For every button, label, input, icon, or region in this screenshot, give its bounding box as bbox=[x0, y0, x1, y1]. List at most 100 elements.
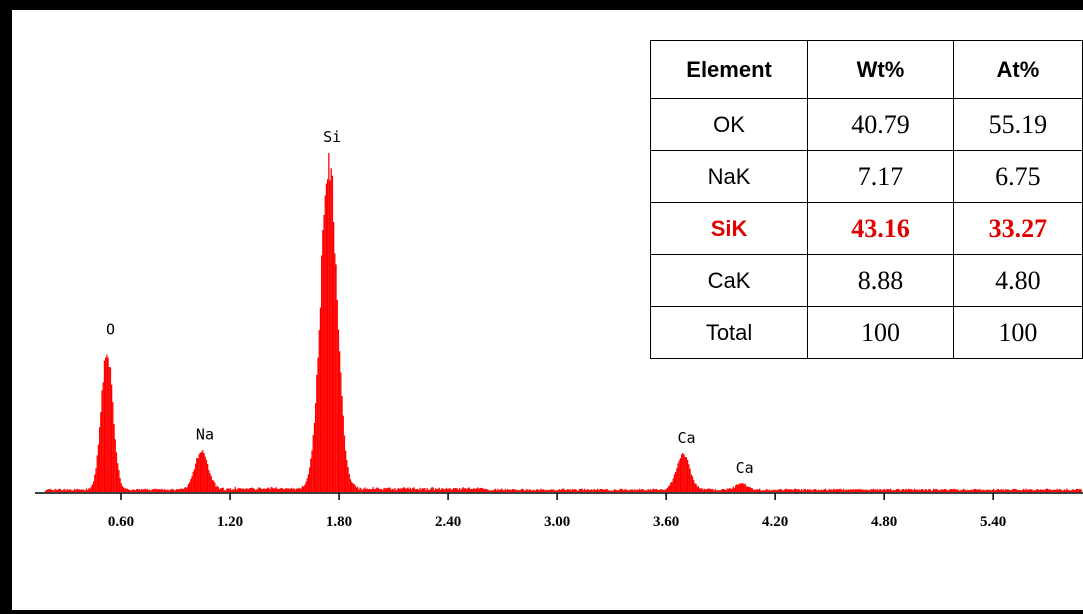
spectrum-channel bbox=[222, 487, 224, 492]
spectrum-channel bbox=[69, 489, 71, 492]
spectrum-channel bbox=[1049, 489, 1051, 492]
spectrum-channel bbox=[779, 488, 781, 492]
spectrum-channel bbox=[273, 488, 275, 492]
spectrum-channel bbox=[865, 489, 868, 492]
spectrum-channel bbox=[1044, 489, 1046, 492]
spectrum-channel bbox=[312, 435, 314, 492]
spectrum-channel bbox=[603, 489, 605, 492]
spectrum-channel bbox=[138, 489, 140, 492]
spectrum-channel bbox=[989, 489, 991, 492]
spectrum-channel bbox=[516, 489, 518, 492]
spectrum-channel bbox=[400, 488, 402, 492]
spectrum-channel bbox=[187, 483, 190, 492]
element-cell: NaK bbox=[649, 150, 809, 203]
spectrum-channel bbox=[501, 488, 503, 492]
spectrum-channel bbox=[1011, 490, 1013, 492]
spectrum-channel bbox=[67, 489, 70, 492]
spectrum-channel bbox=[481, 488, 484, 492]
spectrum-channel bbox=[221, 487, 223, 492]
spectrum-channel bbox=[673, 474, 676, 492]
spectrum-channel bbox=[762, 490, 764, 492]
spectrum-channel bbox=[449, 488, 451, 492]
spectrum-channel bbox=[791, 489, 793, 492]
spectrum-channel bbox=[946, 490, 948, 492]
spectrum-channel bbox=[895, 489, 898, 492]
spectrum-channel bbox=[151, 489, 154, 492]
spectrum-channel bbox=[664, 490, 666, 492]
spectrum-channel bbox=[433, 490, 436, 492]
spectrum-channel bbox=[275, 487, 277, 492]
spectrum-channel bbox=[877, 490, 880, 492]
spectrum-channel bbox=[967, 490, 970, 492]
spectrum-channel bbox=[111, 384, 113, 492]
spectrum-channel bbox=[822, 489, 824, 492]
spectrum-channel bbox=[784, 489, 786, 492]
spectrum-channel bbox=[534, 490, 536, 492]
spectrum-channel bbox=[666, 488, 668, 492]
spectrum-channel bbox=[377, 487, 379, 492]
spectrum-channel bbox=[451, 489, 454, 492]
spectrum-channel bbox=[768, 489, 770, 492]
spectrum-channel bbox=[803, 489, 805, 492]
spectrum-channel bbox=[763, 490, 766, 492]
spectrum-channel bbox=[973, 489, 976, 492]
spectrum-channel bbox=[893, 489, 895, 492]
spectrum-channel bbox=[505, 490, 508, 492]
spectrum-channel bbox=[1042, 489, 1044, 492]
spectrum-channel bbox=[309, 467, 311, 492]
peak-label: Ca bbox=[677, 429, 695, 447]
spectrum-channel bbox=[267, 487, 269, 492]
spectrum-channel bbox=[1024, 490, 1026, 492]
spectrum-channel bbox=[199, 452, 202, 492]
spectrum-channel bbox=[741, 483, 743, 492]
spectrum-channel bbox=[1007, 489, 1009, 492]
spectrum-channel bbox=[756, 489, 758, 492]
spectrum-channel bbox=[150, 490, 152, 492]
spectrum-channel bbox=[610, 490, 612, 492]
spectrum-channel bbox=[388, 488, 390, 492]
spectrum-channel bbox=[247, 489, 250, 492]
spectrum-channel bbox=[127, 489, 130, 492]
spectrum-channel bbox=[606, 489, 608, 492]
spectrum-channel bbox=[900, 490, 902, 492]
spectrum-channel bbox=[484, 489, 486, 492]
spectrum-channel bbox=[985, 489, 988, 492]
spectrum-channel bbox=[423, 488, 425, 492]
spectrum-channel bbox=[983, 489, 985, 492]
spectrum-channel bbox=[935, 488, 937, 492]
spectrum-channel bbox=[975, 489, 977, 492]
spectrum-channel bbox=[888, 489, 890, 492]
spectrum-channel bbox=[313, 422, 316, 492]
spectrum-channel bbox=[813, 489, 815, 492]
spectrum-channel bbox=[101, 390, 103, 492]
spectrum-channel bbox=[600, 488, 602, 492]
spectrum-channel bbox=[841, 490, 844, 492]
spectrum-channel bbox=[889, 488, 892, 492]
peak-labels: O Na Si Ca Ca bbox=[106, 128, 754, 477]
spectrum-channel bbox=[843, 488, 845, 492]
spectrum-channel bbox=[766, 488, 768, 492]
spectrum-channel bbox=[676, 468, 678, 492]
spectrum-channel bbox=[102, 382, 104, 492]
spectrum-channel bbox=[851, 489, 853, 492]
spectrum-channel bbox=[473, 488, 475, 492]
spectrum-channel bbox=[565, 490, 568, 492]
spectrum-channel bbox=[611, 490, 613, 492]
spectrum-channel bbox=[849, 489, 851, 492]
spectrum-channel bbox=[883, 489, 886, 492]
spectrum-channel bbox=[261, 489, 263, 492]
spectrum-channel bbox=[217, 487, 220, 492]
spectrum-channel bbox=[207, 464, 209, 492]
spectrum-channel bbox=[834, 489, 836, 492]
spectrum-channel bbox=[145, 489, 148, 492]
spectrum-channel bbox=[424, 488, 426, 492]
spectrum-channel bbox=[532, 489, 534, 492]
spectrum-channel bbox=[586, 489, 588, 492]
spectrum-channel bbox=[1001, 489, 1003, 492]
spectrum-channel bbox=[916, 489, 918, 492]
spectrum-channel bbox=[539, 489, 541, 492]
spectrum-channel bbox=[421, 488, 424, 492]
spectrum-channel bbox=[238, 488, 240, 492]
spectrum-channel bbox=[1072, 489, 1074, 492]
at-cell: 4.80 bbox=[952, 254, 1083, 307]
